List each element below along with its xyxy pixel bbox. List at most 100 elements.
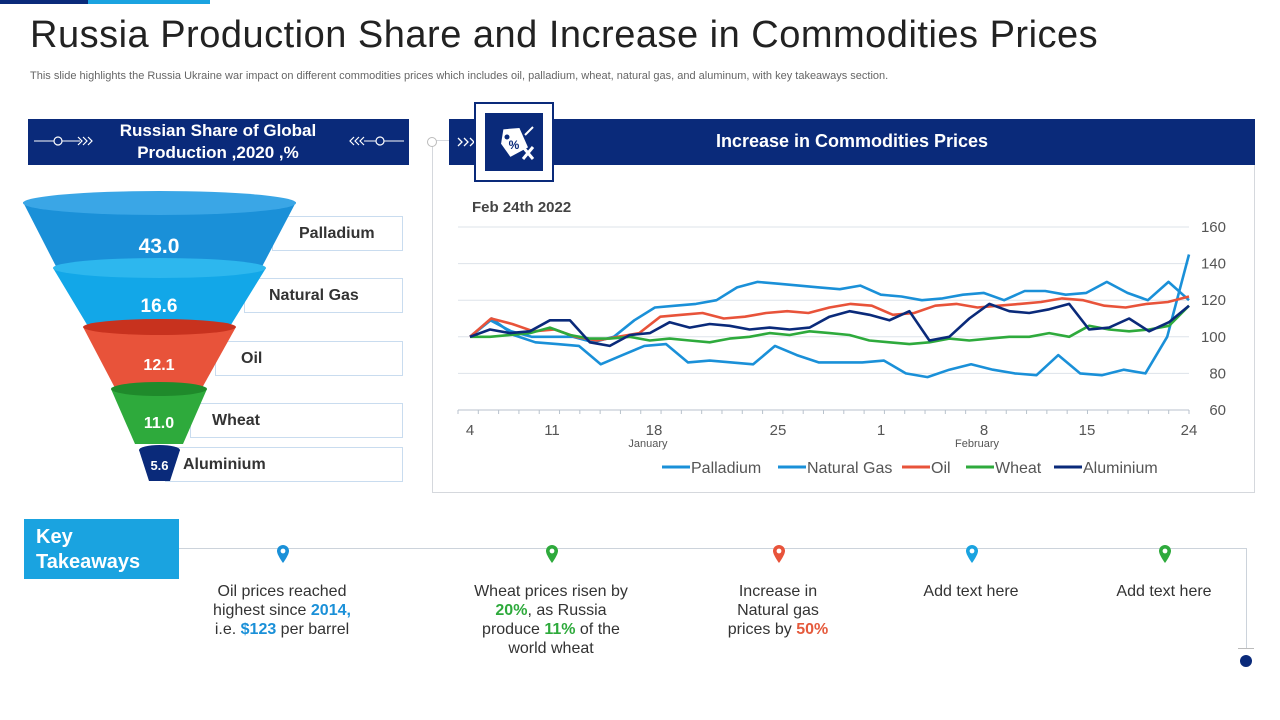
- funnel-value: 43.0: [138, 235, 180, 258]
- price-tag-icon-frame: %: [474, 102, 554, 182]
- x-month-label: January: [628, 438, 668, 450]
- funnel-title: Russian Share of Global Production ,2020…: [98, 120, 338, 164]
- funnel-label: Wheat: [212, 412, 260, 429]
- legend-label: Aluminium: [1083, 460, 1158, 477]
- funnel-title-line2: Production ,2020 ,%: [137, 143, 299, 162]
- takeaways-end-dot: [1240, 655, 1252, 667]
- funnel-segment-palladium-top: [23, 191, 296, 215]
- price-tag-icon: %: [485, 113, 543, 171]
- x-month-label: February: [955, 438, 1000, 450]
- x-tick-label: 1: [877, 422, 885, 439]
- takeaway-highlight: ,: [346, 602, 351, 619]
- takeaway-highlight: 2014: [310, 602, 347, 619]
- takeaway-highlight: 20%: [495, 602, 528, 619]
- map-pin-icon: [1159, 545, 1171, 563]
- funnel-value: 11.0: [143, 415, 175, 432]
- takeaway-highlight: $123: [240, 621, 277, 638]
- takeaway-text-placeholder: Add text here: [1069, 582, 1259, 601]
- x-tick-label: 24: [1181, 422, 1198, 439]
- takeaway-text: world wheat: [508, 640, 594, 657]
- takeaway-highlight: 50%: [796, 621, 829, 638]
- funnel-value: 16.6: [140, 296, 178, 317]
- funnel-label: Oil: [241, 350, 263, 367]
- funnel-label-box: Oil: [215, 341, 403, 376]
- funnel-segment-oil-top: [83, 319, 236, 335]
- funnel-segment-natural-gas: [53, 268, 266, 328]
- y-tick-label: 140: [1201, 256, 1226, 273]
- legend-label: Natural Gas: [807, 460, 892, 477]
- chart-header: Increase in Commodities Prices: [449, 119, 1255, 165]
- takeaways-timeline-end: [1246, 548, 1247, 648]
- takeaway-text: Add text here: [1116, 583, 1212, 600]
- map-pin-icon: [966, 545, 978, 563]
- funnel-diagram: [23, 191, 296, 481]
- y-tick-label: 160: [1201, 219, 1226, 236]
- takeaway-text: Wheat prices risen by: [474, 583, 628, 600]
- takeaway-highlight: 11%: [544, 621, 576, 638]
- takeaway-text: per barrel: [276, 621, 350, 638]
- takeaway-text: of the: [575, 621, 620, 638]
- takeaway-text: Increase in: [738, 583, 818, 600]
- takeaway-text-placeholder: Add text here: [876, 582, 1066, 601]
- series-line-palladium: [469, 254, 1191, 379]
- funnel-label: Natural Gas: [269, 287, 359, 304]
- funnel-segment-aluminium: [139, 450, 180, 481]
- takeaways-title-line1: Key: [36, 526, 73, 548]
- funnel-label: Aluminium: [183, 456, 266, 473]
- y-tick-label: 60: [1209, 402, 1226, 419]
- takeaway-text: prices by: [727, 621, 797, 638]
- funnel-segment-oil: [83, 327, 236, 388]
- top-accent-bar-dark: [0, 0, 88, 4]
- funnel-label-box: Palladium: [272, 216, 403, 251]
- series-line-aluminium: [469, 302, 1190, 348]
- chart-panel-title: Increase in Commodities Prices: [715, 131, 989, 151]
- funnel-label-box: Natural Gas: [244, 278, 403, 313]
- funnel-header: Russian Share of Global Production ,2020…: [28, 119, 409, 165]
- takeaway-text: Natural gas: [737, 602, 819, 619]
- funnel-label: Palladium: [299, 225, 375, 242]
- legend-label: Oil: [931, 460, 951, 477]
- x-tick-label: 18: [646, 422, 663, 439]
- takeaways-title-line2: Takeaways: [36, 551, 141, 573]
- map-pin-icon: [277, 545, 289, 563]
- takeaways-end-tick: [1238, 648, 1254, 649]
- x-tick-label: 8: [980, 422, 988, 439]
- funnel-segment-aluminium-top: [139, 445, 180, 455]
- takeaway-text: highest since: [213, 602, 311, 619]
- series-line-wheat: [470, 304, 1190, 346]
- funnel-segment-wheat-top: [111, 382, 207, 396]
- map-pin-icon: [546, 545, 558, 563]
- svg-text:%: %: [509, 138, 520, 152]
- funnel-label-box: Wheat: [190, 403, 403, 438]
- page-title: Russia Production Share and Increase in …: [30, 14, 1099, 56]
- takeaway-text: produce: [482, 621, 545, 638]
- y-tick-label: 80: [1209, 365, 1226, 382]
- takeaway-text-oil: Oil prices reached highest since 2014, i…: [187, 582, 377, 639]
- takeaway-text: i.e.: [214, 621, 241, 638]
- takeaway-text: , as Russia: [527, 602, 607, 619]
- funnel-value: 5.6: [150, 458, 169, 473]
- funnel-title-line1: Russian Share of Global: [119, 121, 317, 140]
- takeaway-text-wheat: Wheat prices risen by 20%, as Russia pro…: [456, 582, 646, 658]
- legend-label: Wheat: [995, 460, 1042, 477]
- arrow-decoration-icon: [349, 136, 404, 146]
- funnel-segment-wheat: [111, 389, 207, 444]
- top-accent-bar-light: [88, 0, 210, 4]
- arrow-decoration-icon: [34, 136, 93, 146]
- takeaway-text-gas: Increase in Natural gas prices by 50%: [683, 582, 873, 639]
- x-tick-label: 11: [544, 422, 560, 439]
- takeaway-text: Add text here: [923, 583, 1019, 600]
- y-tick-label: 100: [1201, 329, 1226, 346]
- funnel-value: 12.1: [143, 357, 175, 374]
- x-tick-label: 25: [770, 422, 787, 439]
- page-subtitle: This slide highlights the Russia Ukraine…: [30, 70, 889, 82]
- y-tick-label: 120: [1201, 292, 1226, 309]
- takeaways-timeline: [179, 548, 1247, 549]
- key-takeaways-title: Key Takeaways: [24, 519, 179, 579]
- x-tick-label: 4: [466, 422, 474, 439]
- legend-label: Palladium: [691, 460, 761, 477]
- takeaway-text: Oil prices reached: [217, 583, 347, 600]
- chart-annotation: Feb 24th 2022: [472, 199, 571, 216]
- panel-connector-dot: [427, 137, 437, 147]
